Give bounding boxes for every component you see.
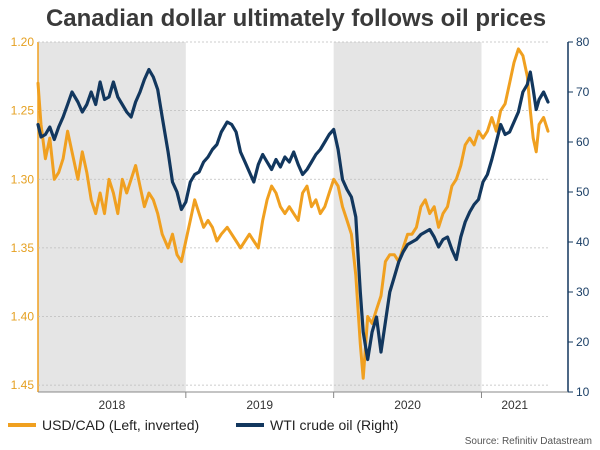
left-tick-label: 1.40 bbox=[11, 310, 35, 324]
right-tick-label: 70 bbox=[576, 85, 590, 99]
series-line-wti bbox=[36, 67, 550, 362]
right-tick-label: 30 bbox=[576, 285, 590, 299]
right-tick-label: 60 bbox=[576, 135, 590, 149]
shaded-band-2018 bbox=[38, 42, 186, 392]
right-tick-label: 20 bbox=[576, 335, 590, 349]
left-tick-label: 1.35 bbox=[11, 241, 35, 255]
x-tick-label: 2021 bbox=[501, 398, 528, 412]
right-tick-label: 80 bbox=[576, 35, 590, 49]
right-tick-label: 10 bbox=[576, 385, 590, 399]
right-tick-label: 40 bbox=[576, 235, 590, 249]
right-tick-label: 50 bbox=[576, 185, 590, 199]
series-line-usdcad bbox=[36, 47, 550, 380]
x-tick-label: 2018 bbox=[99, 398, 126, 412]
left-tick-label: 1.20 bbox=[11, 35, 35, 49]
legend-label-usdcad: USD/CAD (Left, inverted) bbox=[42, 417, 199, 433]
x-tick-label: 2020 bbox=[394, 398, 421, 412]
left-tick-label: 1.45 bbox=[11, 378, 35, 392]
source-note: Source: Refinitiv Datastream bbox=[465, 436, 592, 447]
left-tick-label: 1.25 bbox=[11, 104, 35, 118]
x-tick-label: 2019 bbox=[246, 398, 273, 412]
chart-title: Canadian dollar ultimately follows oil p… bbox=[46, 5, 546, 32]
left-tick-label: 1.30 bbox=[11, 172, 35, 186]
legend-label-wti: WTI crude oil (Right) bbox=[270, 417, 398, 433]
